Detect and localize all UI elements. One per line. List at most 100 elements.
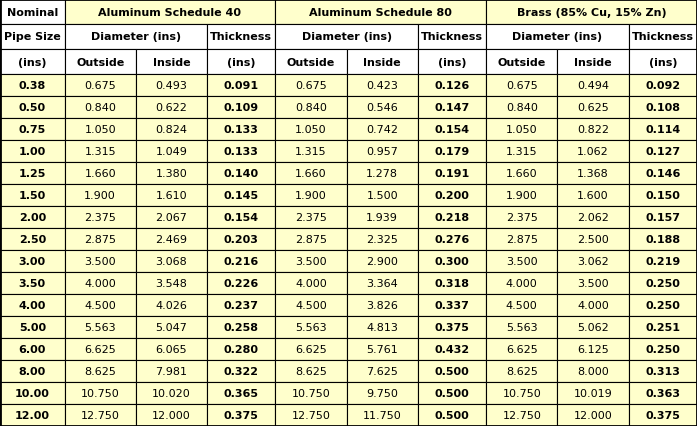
Text: 2.375: 2.375 xyxy=(506,213,538,222)
Bar xyxy=(207,272,275,294)
Text: 1.900: 1.900 xyxy=(84,190,116,201)
Text: 0.365: 0.365 xyxy=(224,388,259,398)
Bar xyxy=(65,119,136,141)
Bar xyxy=(275,163,346,184)
Bar xyxy=(207,338,275,360)
Text: 11.750: 11.750 xyxy=(363,410,401,420)
Text: 0.824: 0.824 xyxy=(155,125,187,135)
Bar xyxy=(346,163,418,184)
Text: 0.500: 0.500 xyxy=(435,366,469,376)
Text: 0.109: 0.109 xyxy=(224,103,259,113)
Bar xyxy=(629,228,697,250)
Bar xyxy=(207,141,275,163)
Bar xyxy=(0,207,65,228)
Bar xyxy=(629,316,697,338)
Bar xyxy=(487,228,558,250)
Bar xyxy=(136,228,207,250)
Bar xyxy=(418,141,487,163)
Bar xyxy=(346,97,418,119)
Bar xyxy=(418,338,487,360)
Bar xyxy=(629,50,697,75)
Text: 3.364: 3.364 xyxy=(367,278,398,288)
Text: 12.000: 12.000 xyxy=(574,410,613,420)
Text: 0.493: 0.493 xyxy=(155,81,187,91)
Bar xyxy=(629,272,697,294)
Text: 1.939: 1.939 xyxy=(366,213,398,222)
Text: 1.050: 1.050 xyxy=(506,125,537,135)
Bar xyxy=(346,141,418,163)
Text: 4.000: 4.000 xyxy=(84,278,116,288)
Bar xyxy=(65,75,136,97)
Text: 0.133: 0.133 xyxy=(224,125,259,135)
Text: 0.091: 0.091 xyxy=(224,81,259,91)
Bar xyxy=(65,294,136,316)
Text: 0.675: 0.675 xyxy=(506,81,537,91)
Text: 0.145: 0.145 xyxy=(224,190,259,201)
Bar xyxy=(0,163,65,184)
Text: 0.218: 0.218 xyxy=(434,213,470,222)
Text: 0.313: 0.313 xyxy=(645,366,680,376)
Bar xyxy=(487,250,558,272)
Bar xyxy=(629,360,697,382)
Bar xyxy=(275,75,346,97)
Text: 5.563: 5.563 xyxy=(84,322,116,332)
Text: 5.761: 5.761 xyxy=(367,344,398,354)
Bar xyxy=(136,404,207,426)
Text: 4.000: 4.000 xyxy=(577,300,609,310)
Text: Thickness: Thickness xyxy=(421,32,483,43)
Bar xyxy=(558,338,629,360)
Bar xyxy=(346,50,418,75)
Bar xyxy=(558,141,629,163)
Text: 4.000: 4.000 xyxy=(506,278,537,288)
Text: 7.625: 7.625 xyxy=(366,366,398,376)
Bar xyxy=(207,119,275,141)
Text: 2.900: 2.900 xyxy=(366,256,398,266)
Bar xyxy=(346,382,418,404)
Bar xyxy=(487,97,558,119)
Text: 1.049: 1.049 xyxy=(155,147,187,157)
Text: Inside: Inside xyxy=(363,58,401,67)
Bar xyxy=(0,141,65,163)
Text: 1.500: 1.500 xyxy=(367,190,398,201)
Text: 1.900: 1.900 xyxy=(506,190,537,201)
Bar xyxy=(207,316,275,338)
Text: 1.380: 1.380 xyxy=(155,169,187,178)
Text: 2.875: 2.875 xyxy=(506,234,538,245)
Bar xyxy=(558,163,629,184)
Text: 10.750: 10.750 xyxy=(503,388,541,398)
Bar xyxy=(418,272,487,294)
Text: 1.660: 1.660 xyxy=(506,169,537,178)
Bar xyxy=(418,50,487,75)
Text: 0.154: 0.154 xyxy=(224,213,259,222)
Bar xyxy=(275,141,346,163)
Text: 10.750: 10.750 xyxy=(81,388,120,398)
Text: 0.337: 0.337 xyxy=(434,300,470,310)
Text: 12.000: 12.000 xyxy=(152,410,191,420)
Bar xyxy=(65,163,136,184)
Text: 3.500: 3.500 xyxy=(295,256,327,266)
Bar xyxy=(558,207,629,228)
Text: 5.563: 5.563 xyxy=(506,322,537,332)
Bar xyxy=(0,97,65,119)
Text: 0.375: 0.375 xyxy=(224,410,259,420)
Text: 0.75: 0.75 xyxy=(19,125,46,135)
Text: 1.050: 1.050 xyxy=(295,125,327,135)
Text: 6.065: 6.065 xyxy=(155,344,187,354)
Text: (ins): (ins) xyxy=(18,58,47,67)
Text: Thickness: Thickness xyxy=(631,32,694,43)
Text: 0.154: 0.154 xyxy=(434,125,470,135)
Bar xyxy=(207,50,275,75)
Bar xyxy=(346,184,418,207)
Bar xyxy=(0,119,65,141)
Bar xyxy=(136,163,207,184)
Text: 0.432: 0.432 xyxy=(434,344,470,354)
Text: 4.813: 4.813 xyxy=(366,322,398,332)
Text: Inside: Inside xyxy=(574,58,612,67)
Bar xyxy=(65,184,136,207)
Text: (ins): (ins) xyxy=(227,58,255,67)
Bar xyxy=(65,50,136,75)
Bar xyxy=(65,97,136,119)
Text: 6.625: 6.625 xyxy=(506,344,537,354)
Bar xyxy=(487,184,558,207)
Bar xyxy=(346,207,418,228)
